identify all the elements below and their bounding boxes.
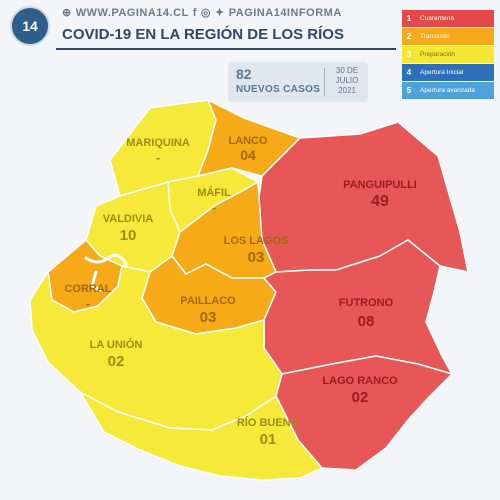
label-panguipulli-cases: 49 (371, 193, 389, 210)
website-link[interactable]: WWW.PAGINA14.CL (75, 6, 189, 19)
label-mafil-name: MÁFIL (197, 186, 231, 199)
legend-num: 3 (402, 46, 416, 63)
river-corral (90, 270, 102, 292)
logo-text: 14 (22, 18, 38, 34)
report-date: 30 DE JULIO 2021 (328, 66, 366, 96)
date-year: 2021 (338, 86, 356, 95)
label-lagoranco-cases: 02 (352, 389, 369, 406)
legend-item-2: 2 Transición (402, 28, 494, 45)
label-lanco-name: LANCO (228, 135, 268, 147)
river-lines (84, 253, 128, 292)
facebook-icon[interactable]: f (192, 6, 197, 19)
label-valdivia-name: VALDIVIA (103, 213, 154, 225)
label-riobueno-name: RÍO BUENO (237, 416, 300, 429)
legend-label: Transición (416, 28, 494, 45)
label-launion-name: LA UNIÓN (90, 338, 143, 351)
legend-item-1: 1 Cuarentena (402, 10, 494, 27)
date-day: 30 DE (335, 66, 359, 75)
phase-legend: 1 Cuarentena 2 Transición 3 Preparación 4 Ap… (402, 10, 494, 100)
label-riobueno-cases: 01 (260, 431, 277, 448)
label-corral-cases: - (86, 296, 90, 311)
legend-item-3: 3 Preparación (402, 46, 494, 63)
legend-label: Cuarentena (416, 10, 494, 27)
cases-divider (324, 68, 325, 96)
pagina14-logo[interactable]: 14 (10, 6, 50, 46)
label-panguipulli-name: PANGUIPULLI (343, 179, 417, 191)
label-paillaco-cases: 03 (200, 309, 217, 326)
instagram-icon[interactable]: ◎ (200, 7, 212, 19)
label-valdivia-cases: 10 (120, 227, 137, 244)
label-lanco-cases: 04 (240, 147, 256, 163)
label-loslagos-cases: 03 (248, 249, 265, 266)
legend-num: 4 (402, 64, 416, 81)
new-cases-box: 82 NUEVOS CASOS 30 DE JULIO 2021 (228, 62, 368, 102)
label-paillaco-name: PAILLACO (180, 295, 236, 307)
date-month: JULIO (335, 76, 359, 85)
label-mariquina-name: MARIQUINA (126, 137, 190, 149)
social-bar: ⊕ WWW.PAGINA14.CL f ◎ ✦ PAGINA14INFORMA (62, 6, 342, 20)
region-launion[interactable] (29, 265, 283, 431)
label-mariquina-cases: - (156, 150, 160, 165)
label-corral-name: CORRAL (64, 283, 111, 295)
title-underline (56, 48, 396, 50)
label-mafil-cases: - (212, 200, 216, 215)
legend-label: Apertura Inicial (416, 64, 494, 81)
new-cases-count: 82 (236, 66, 252, 82)
legend-num: 2 (402, 28, 416, 45)
twitter-icon[interactable]: ✦ (215, 7, 225, 19)
social-handle[interactable]: PAGINA14INFORMA (228, 6, 342, 19)
label-loslagos-name: LOS LAGOS (224, 235, 289, 247)
new-cases-label: NUEVOS CASOS (236, 84, 321, 95)
globe-icon: ⊕ (62, 7, 72, 19)
region-riobueno[interactable] (79, 391, 323, 481)
page-title: COVID-19 EN LA REGIÓN DE LOS RÍOS (62, 26, 344, 43)
legend-item-4: 4 Apertura Inicial (402, 64, 494, 81)
legend-num: 5 (402, 82, 416, 99)
label-futrono-name: FUTRONO (339, 297, 394, 309)
river-valdivia (84, 253, 128, 266)
label-launion-cases: 02 (108, 353, 125, 370)
legend-num: 1 (402, 10, 416, 27)
label-lagoranco-name: LAGO RANCO (322, 375, 398, 387)
header: 14 ⊕ WWW.PAGINA14.CL f ◎ ✦ PAGINA14INFOR… (0, 0, 500, 102)
label-futrono-cases: 08 (358, 313, 375, 330)
legend-item-5: 5 Apertura avanzada (402, 82, 494, 99)
legend-label: Apertura avanzada (416, 82, 494, 99)
legend-label: Preparación (416, 46, 494, 63)
